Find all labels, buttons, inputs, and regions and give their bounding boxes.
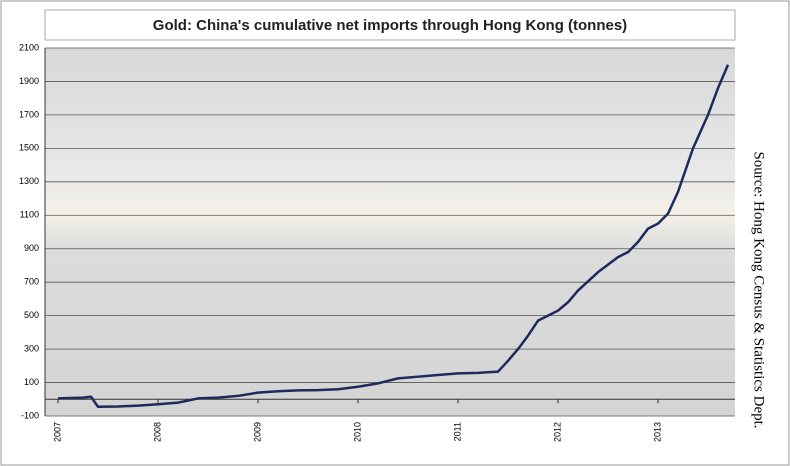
- chart-title: Gold: China's cumulative net imports thr…: [153, 17, 627, 34]
- x-tick-label: 2009: [252, 422, 262, 442]
- x-tick-label: 2010: [352, 422, 362, 442]
- y-tick-label: 100: [24, 377, 39, 387]
- x-tick-label: 2012: [552, 422, 562, 442]
- source-note: Source: Hong Kong Census & Statistics De…: [751, 151, 767, 428]
- y-tick-label: -100: [21, 410, 39, 420]
- y-tick-label: 2100: [19, 42, 39, 52]
- title-box: [44, 9, 736, 41]
- plot-background: [45, 48, 735, 416]
- x-tick-label: 2008: [152, 422, 162, 442]
- y-tick-label: 1300: [19, 176, 39, 186]
- data-line: [57, 64, 730, 409]
- y-tick-label: 1900: [19, 76, 39, 86]
- x-tick-label: 2011: [452, 422, 462, 441]
- y-tick-label: 500: [24, 310, 39, 320]
- y-tick-label: 1500: [19, 143, 39, 153]
- y-tick-label: 900: [24, 243, 39, 253]
- x-tick-label: 2013: [652, 422, 662, 442]
- y-tick-label: 300: [24, 343, 39, 353]
- y-tick-label: 1700: [19, 109, 39, 119]
- x-tick-label: 2007: [52, 422, 62, 442]
- y-tick-label: 1100: [20, 210, 39, 220]
- y-tick-label: 700: [24, 277, 39, 287]
